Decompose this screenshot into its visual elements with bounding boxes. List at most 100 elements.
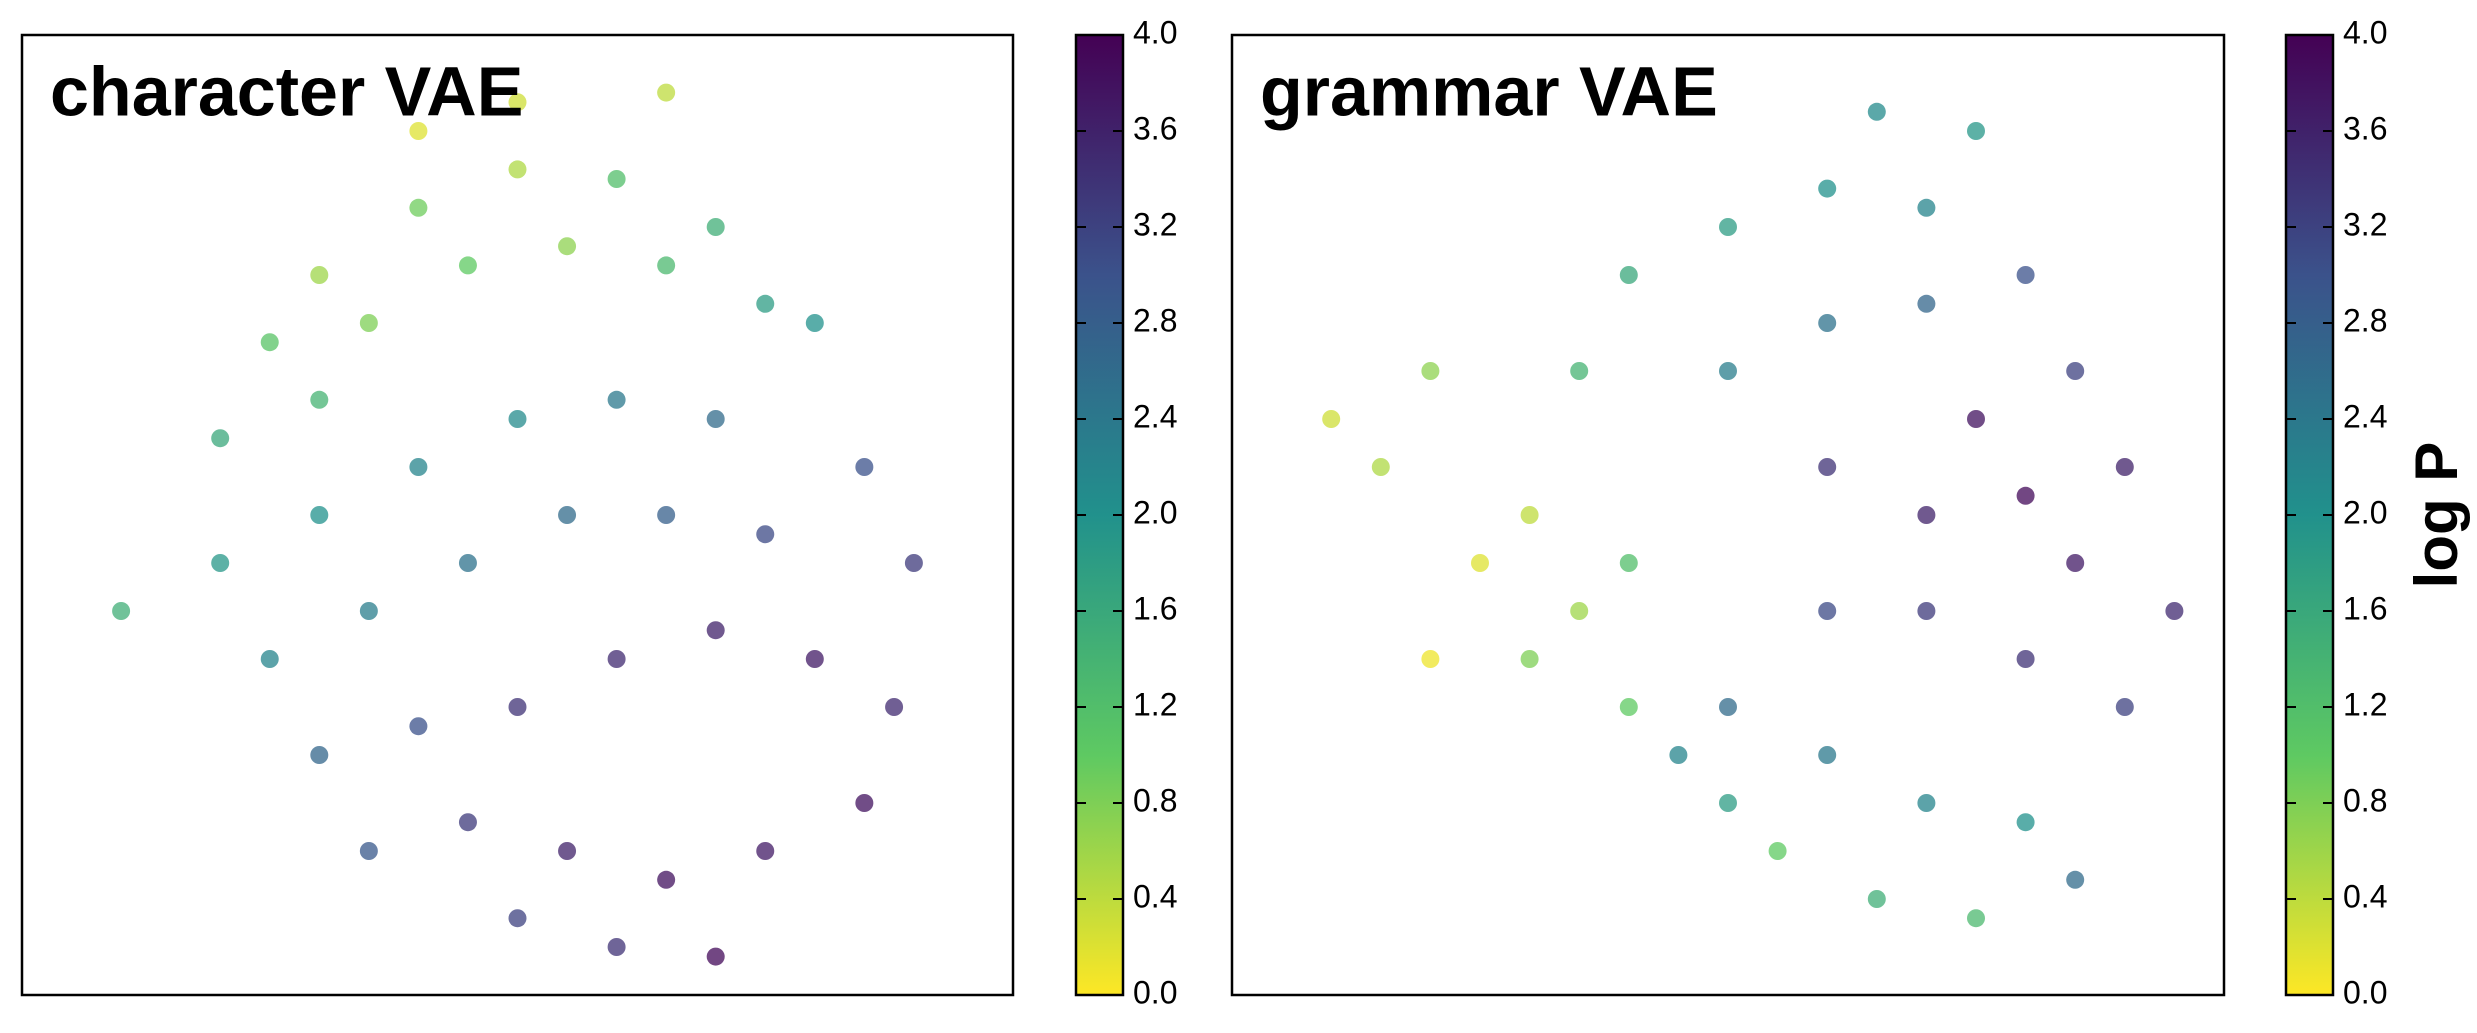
scatter-point <box>1421 650 1440 668</box>
scatter-point <box>855 794 874 812</box>
scatter-point <box>2066 870 2085 889</box>
scatter-point <box>1371 458 1390 476</box>
scatter-point <box>508 160 527 179</box>
panel-title: grammar VAE <box>1260 52 1718 130</box>
colorbar-tick-label: 2.8 <box>2343 302 2387 338</box>
scatter-point <box>2016 266 2035 284</box>
scatter-point <box>1917 506 1936 524</box>
scatter-point <box>1322 410 1341 428</box>
colorbar-tick-label: 2.0 <box>1133 494 1177 530</box>
scatter-point <box>2165 602 2184 620</box>
scatter-point <box>756 294 775 313</box>
colorbar-tick-label: 1.6 <box>2343 590 2387 626</box>
scatter-point <box>1719 218 1737 236</box>
scatter-point <box>1917 198 1936 217</box>
scatter-point <box>706 218 725 236</box>
scatter-point <box>756 525 775 544</box>
scatter-point <box>508 698 527 716</box>
scatter-point <box>211 429 230 448</box>
scatter-point <box>657 256 676 275</box>
scatter-point <box>1818 179 1837 198</box>
scatter-point <box>1967 122 1985 140</box>
scatter-point <box>2016 486 2035 505</box>
scatter-point <box>508 909 527 928</box>
scatter-point <box>310 390 329 409</box>
scatter-point <box>607 390 626 409</box>
scatter-point <box>409 198 428 217</box>
panel-title: character VAE <box>50 52 523 130</box>
scatter-point <box>706 947 725 966</box>
scatter-point <box>1818 314 1837 332</box>
scatter-point <box>706 621 725 640</box>
colorbar-tick-label: 2.4 <box>1133 398 1177 434</box>
scatter-point <box>558 842 577 860</box>
scatter-point <box>310 746 329 764</box>
scatter-point <box>458 256 477 275</box>
colorbar-tick-label: 0.0 <box>2343 974 2387 1010</box>
scatter-point <box>805 650 824 668</box>
scatter-point <box>805 314 824 332</box>
scatter-point <box>657 83 676 102</box>
scatter-point <box>260 333 279 352</box>
scatter-point <box>657 506 676 524</box>
colorbar-tick-label: 2.8 <box>1133 302 1177 338</box>
scatter-point <box>2115 458 2134 476</box>
scatter-point <box>508 93 527 112</box>
colorbar-tick-label: 0.8 <box>2343 782 2387 818</box>
colorbar-tick-label: 0.8 <box>1133 782 1177 818</box>
scatter-point <box>310 266 329 284</box>
scatter-point <box>409 122 428 140</box>
scatter-point <box>2016 650 2035 668</box>
scatter-point <box>359 314 378 332</box>
colorbar-label: log P <box>2403 442 2470 589</box>
scatter-point <box>260 650 279 668</box>
scatter-point <box>558 506 577 524</box>
scatter-point <box>1867 102 1886 121</box>
scatter-point <box>1867 890 1886 908</box>
scatter-point <box>2066 554 2085 572</box>
scatter-point <box>1719 698 1737 716</box>
scatter-point <box>1619 554 1638 572</box>
scatter-point <box>1520 650 1539 668</box>
colorbar-tick-label: 1.2 <box>2343 686 2387 722</box>
colorbar-tick-label: 3.2 <box>1133 206 1177 242</box>
scatter-point <box>1818 458 1837 476</box>
colorbar-tick-label: 4.0 <box>2343 14 2387 50</box>
colorbar-tick-label: 0.4 <box>2343 878 2387 914</box>
scatter-point <box>885 698 904 716</box>
scatter-point <box>1719 794 1737 812</box>
scatter-point <box>1669 746 1688 764</box>
scatter-point <box>1619 266 1638 284</box>
colorbar-tick-label: 2.0 <box>2343 494 2387 530</box>
scatter-point <box>607 650 626 668</box>
scatter-point <box>1570 602 1589 620</box>
scatter-point <box>2115 698 2134 716</box>
scatter-point <box>1917 794 1936 812</box>
scatter-point <box>1619 698 1638 716</box>
scatter-point <box>706 410 725 428</box>
scatter-point <box>904 554 923 572</box>
scatter-point <box>409 458 428 476</box>
colorbar-tick-label: 3.6 <box>2343 110 2387 146</box>
scatter-point <box>458 813 477 832</box>
colorbar-tick-label: 4.0 <box>1133 14 1177 50</box>
scatter-point <box>558 237 577 256</box>
scatter-point <box>310 506 329 524</box>
scatter-point <box>1570 362 1589 380</box>
scatter-point <box>1818 602 1837 620</box>
scatter-point <box>1520 506 1539 524</box>
colorbar-tick-label: 2.4 <box>2343 398 2387 434</box>
plot-frame <box>20 33 1015 997</box>
colorbar-tick-label: 3.2 <box>2343 206 2387 242</box>
scatter-point <box>1768 842 1787 860</box>
scatter-point <box>211 554 230 572</box>
scatter-point <box>359 842 378 860</box>
scatter-point <box>855 458 874 476</box>
scatter-point <box>458 554 477 572</box>
colorbar-tick-label: 0.4 <box>1133 878 1177 914</box>
scatter-point <box>1471 554 1489 572</box>
scatter-point <box>756 842 775 860</box>
scatter-point <box>1917 294 1936 313</box>
